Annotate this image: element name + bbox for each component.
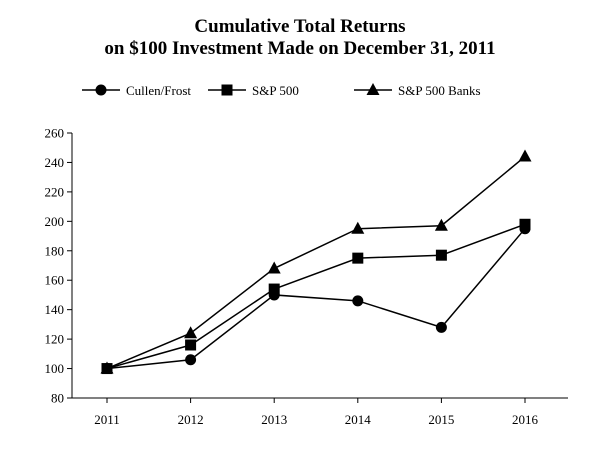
y-tick-label: 220 [45,184,65,199]
x-tick-label: 2016 [512,412,539,427]
data-point-circle [185,354,197,366]
data-point-triangle [434,218,448,231]
data-point-triangle [351,221,365,234]
y-tick-label: 100 [45,361,65,376]
legend-item: Cullen/Frost [82,83,191,98]
data-point-square [185,339,197,351]
y-tick-label: 80 [51,391,64,406]
legend-marker-square [221,84,233,96]
chart-title: Cumulative Total Returns [194,16,405,37]
legend-marker-triangle [366,83,380,95]
y-tick-label: 120 [45,332,65,347]
legend-label: Cullen/Frost [126,83,191,98]
y-tick-label: 240 [45,155,65,170]
data-point-square [352,252,364,264]
data-point-triangle [518,149,532,162]
series-line [106,223,526,370]
data-point-circle [435,321,447,333]
data-point-triangle [184,326,198,339]
y-tick-label: 140 [45,302,65,317]
y-tick-label: 160 [45,273,65,288]
x-tick-label: 2013 [261,412,287,427]
y-tick-label: 260 [45,126,65,141]
series-line [106,155,526,370]
data-point-triangle [100,361,114,374]
legend: Cullen/Frost S&P 500 S&P 500 Banks [82,83,481,98]
x-axis-ticks: 2011 2012 2013 2014 2015 2016 [94,398,539,427]
y-axis-ticks: 80 100 120 140 160 180 200 220 240 260 [45,126,72,406]
data-point-triangle [267,261,281,274]
data-point-square [519,218,531,230]
legend-item: S&P 500 Banks [354,83,481,98]
series-square [101,218,531,375]
series-line [106,228,526,370]
x-tick-label: 2012 [178,412,204,427]
series-triangle [100,149,532,374]
x-tick-label: 2014 [345,412,372,427]
legend-item: S&P 500 [208,83,299,98]
data-point-square [435,249,447,261]
axes [71,133,568,399]
x-tick-label: 2011 [94,412,120,427]
x-tick-label: 2015 [428,412,454,427]
y-tick-label: 180 [45,243,65,258]
legend-label: S&P 500 [252,83,299,98]
series-group [100,149,532,375]
data-point-square [268,283,280,295]
legend-marker-circle [95,84,107,96]
data-point-circle [352,295,364,307]
chart-subtitle: on $100 Investment Made on December 31, … [104,38,495,59]
y-tick-label: 200 [45,214,65,229]
legend-label: S&P 500 Banks [398,83,481,98]
